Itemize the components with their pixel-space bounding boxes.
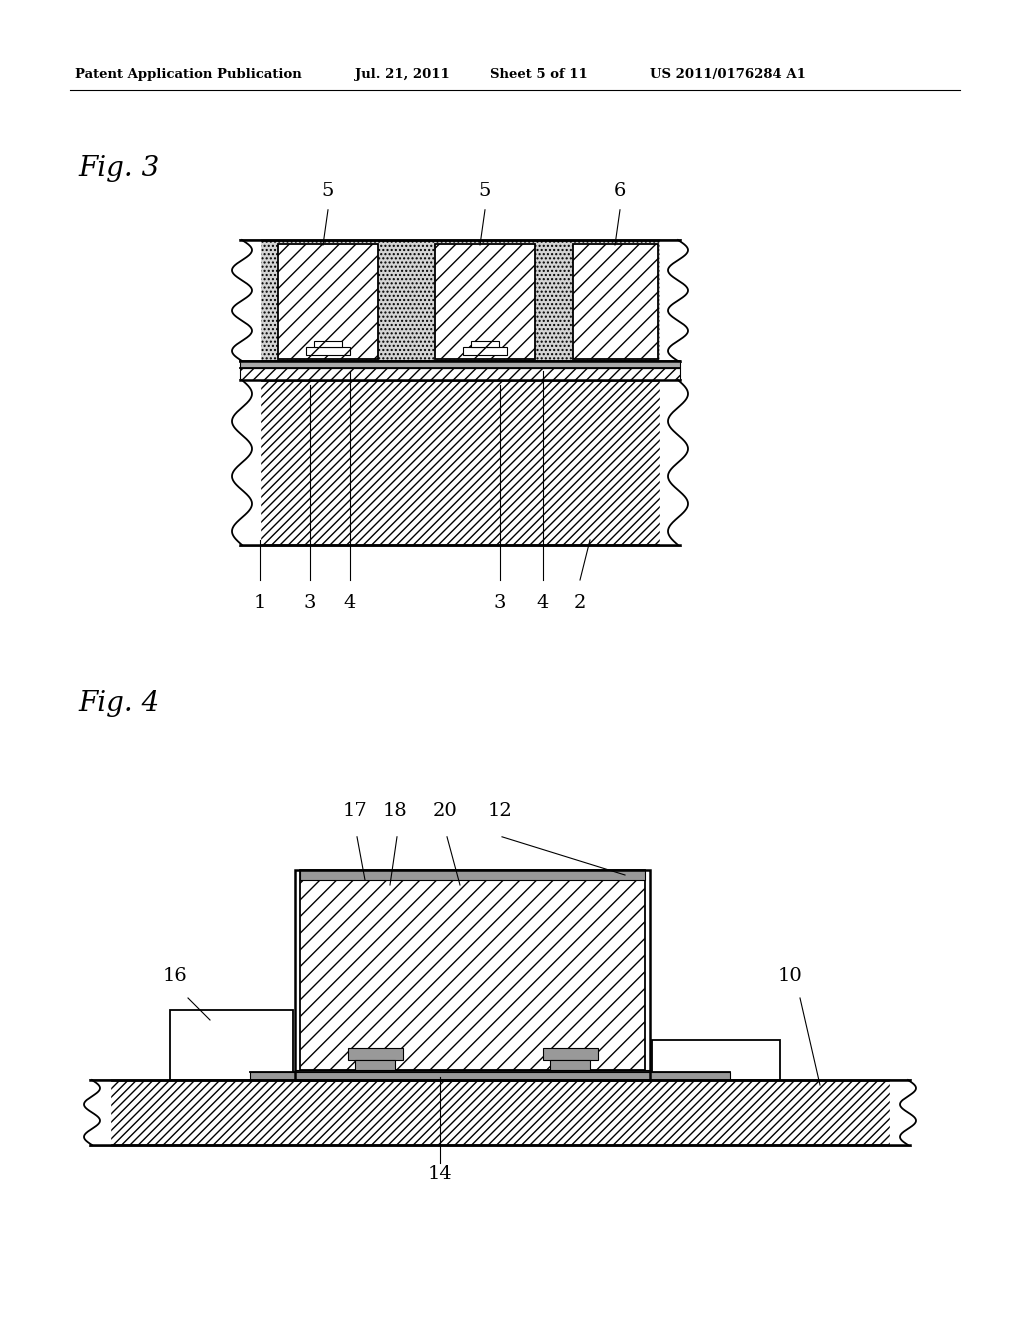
Text: 4: 4 (344, 594, 356, 612)
Bar (471, 341, 499, 347)
Bar (240, 360, 680, 368)
Text: Fig. 3: Fig. 3 (78, 154, 160, 182)
Text: 20: 20 (432, 803, 458, 820)
Bar (250, 1072, 730, 1080)
Text: Sheet 5 of 11: Sheet 5 of 11 (490, 69, 588, 81)
Bar (573, 244, 658, 359)
Text: Patent Application Publication: Patent Application Publication (75, 69, 302, 81)
Bar (240, 380, 680, 545)
Bar (240, 368, 680, 380)
Bar (295, 1071, 650, 1080)
Text: 18: 18 (383, 803, 408, 820)
Text: 17: 17 (343, 803, 368, 820)
Text: 16: 16 (163, 968, 187, 985)
Bar (170, 1010, 293, 1080)
Text: US 2011/0176284 A1: US 2011/0176284 A1 (650, 69, 806, 81)
Text: 3: 3 (304, 594, 316, 612)
Text: Jul. 21, 2011: Jul. 21, 2011 (355, 69, 450, 81)
Bar (550, 1060, 590, 1071)
Text: 2: 2 (573, 594, 586, 612)
Bar (348, 1048, 403, 1060)
Bar (652, 1040, 780, 1080)
Bar (314, 341, 342, 347)
Bar (543, 1048, 598, 1060)
Text: 14: 14 (428, 1166, 453, 1183)
Bar (355, 1060, 395, 1071)
Bar (295, 870, 650, 1080)
Text: 5: 5 (322, 182, 334, 201)
Text: 4: 4 (537, 594, 549, 612)
Bar (306, 347, 350, 355)
Bar (278, 244, 378, 359)
Bar (300, 870, 645, 1071)
Bar (463, 347, 507, 355)
Bar (435, 244, 535, 359)
Bar (240, 240, 680, 360)
Text: 10: 10 (777, 968, 803, 985)
Text: 3: 3 (494, 594, 506, 612)
Bar (250, 1072, 730, 1080)
Bar (90, 1080, 910, 1144)
Bar (300, 870, 645, 880)
Text: 12: 12 (487, 803, 512, 820)
Text: Fig. 4: Fig. 4 (78, 690, 160, 717)
Text: 1: 1 (254, 594, 266, 612)
Text: 6: 6 (613, 182, 627, 201)
Text: 5: 5 (479, 182, 492, 201)
